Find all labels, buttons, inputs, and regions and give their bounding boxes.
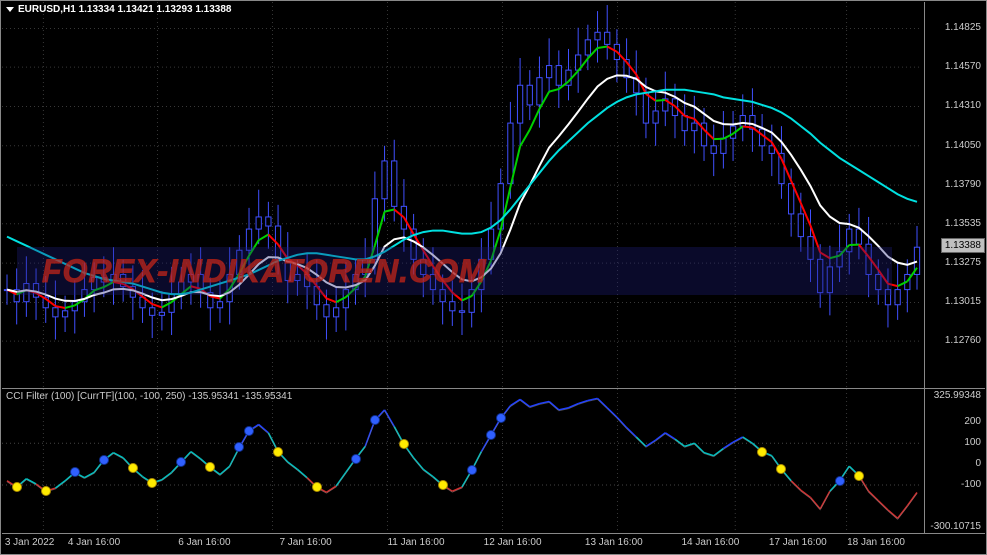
signal-marker xyxy=(176,457,186,467)
signal-marker xyxy=(41,486,51,496)
signal-marker xyxy=(399,439,409,449)
time-label: 12 Jan 16:00 xyxy=(484,537,542,548)
chart-title: EURUSD,H1 1.13334 1.13421 1.13293 1.1338… xyxy=(6,4,232,15)
price-tick: 1.13015 xyxy=(945,296,981,307)
signal-marker xyxy=(835,476,845,486)
price-tick: 1.13275 xyxy=(945,257,981,268)
indicator-title: CCI Filter (100) [CurrTF](100, -100, 250… xyxy=(6,391,292,402)
main-price-panel[interactable]: EURUSD,H1 1.13334 1.13421 1.13293 1.1338… xyxy=(2,2,985,389)
signal-marker xyxy=(776,464,786,474)
price-plot xyxy=(2,2,922,388)
signal-marker xyxy=(351,454,361,464)
signal-marker xyxy=(12,482,22,492)
time-axis: 3 Jan 2022 4 Jan 16:00 6 Jan 16:00 7 Jan 16… xyxy=(2,534,985,554)
signal-marker xyxy=(467,465,477,475)
signal-marker xyxy=(496,413,506,423)
signal-marker xyxy=(147,478,157,488)
signal-marker xyxy=(99,455,109,465)
price-tick: 1.12760 xyxy=(945,335,981,346)
indicator-panel[interactable]: CCI Filter (100) [CurrTF](100, -100, 250… xyxy=(2,389,985,534)
time-label: 17 Jan 16:00 xyxy=(769,537,827,548)
signal-marker xyxy=(234,442,244,452)
price-tick: 1.13535 xyxy=(945,218,981,229)
cci-tick: -300.10715 xyxy=(930,521,981,532)
time-label: 4 Jan 16:00 xyxy=(68,537,120,548)
price-tick: 1.14050 xyxy=(945,140,981,151)
signal-marker xyxy=(205,462,215,472)
price-tick: 1.14570 xyxy=(945,61,981,72)
cci-plot xyxy=(2,389,922,533)
cci-tick: -100 xyxy=(961,479,981,490)
signal-marker xyxy=(244,426,254,436)
signal-marker xyxy=(70,467,80,477)
chart-window: EURUSD,H1 1.13334 1.13421 1.13293 1.1338… xyxy=(0,0,987,555)
current-price-tag: 1.13388 xyxy=(941,238,985,253)
time-label: 7 Jan 16:00 xyxy=(279,537,331,548)
signal-marker xyxy=(438,480,448,490)
price-tick: 1.14310 xyxy=(945,100,981,111)
time-label: 13 Jan 16:00 xyxy=(585,537,643,548)
price-tick: 1.13790 xyxy=(945,179,981,190)
watermark-text: FOREX-INDIKATOREN.COM xyxy=(42,253,487,290)
cci-tick: 325.99348 xyxy=(934,390,981,401)
symbol-ohlc-label: EURUSD,H1 1.13334 1.13421 1.13293 1.1338… xyxy=(18,4,232,15)
time-label: 14 Jan 16:00 xyxy=(681,537,739,548)
cci-tick: 100 xyxy=(964,437,981,448)
dropdown-icon[interactable] xyxy=(6,7,14,12)
time-label: 18 Jan 16:00 xyxy=(847,537,905,548)
watermark-band: FOREX-INDIKATOREN.COM xyxy=(17,247,892,295)
signal-marker xyxy=(128,463,138,473)
time-label: 6 Jan 16:00 xyxy=(178,537,230,548)
signal-marker xyxy=(312,482,322,492)
signal-marker xyxy=(273,447,283,457)
cci-tick: 0 xyxy=(975,458,981,469)
signal-marker xyxy=(486,430,496,440)
signal-marker xyxy=(854,471,864,481)
cci-tick: 200 xyxy=(964,416,981,427)
time-label: 11 Jan 16:00 xyxy=(387,537,444,548)
indicator-y-axis: 325.99348 200 100 0 -100 -300.10715 xyxy=(924,389,985,533)
signal-marker xyxy=(370,415,380,425)
price-y-axis: 1.14825 1.14570 1.14310 1.14050 1.13790 1.135… xyxy=(924,2,985,388)
signal-marker xyxy=(757,447,767,457)
time-label: 3 Jan 2022 xyxy=(5,537,55,548)
price-tick: 1.14825 xyxy=(945,22,981,33)
